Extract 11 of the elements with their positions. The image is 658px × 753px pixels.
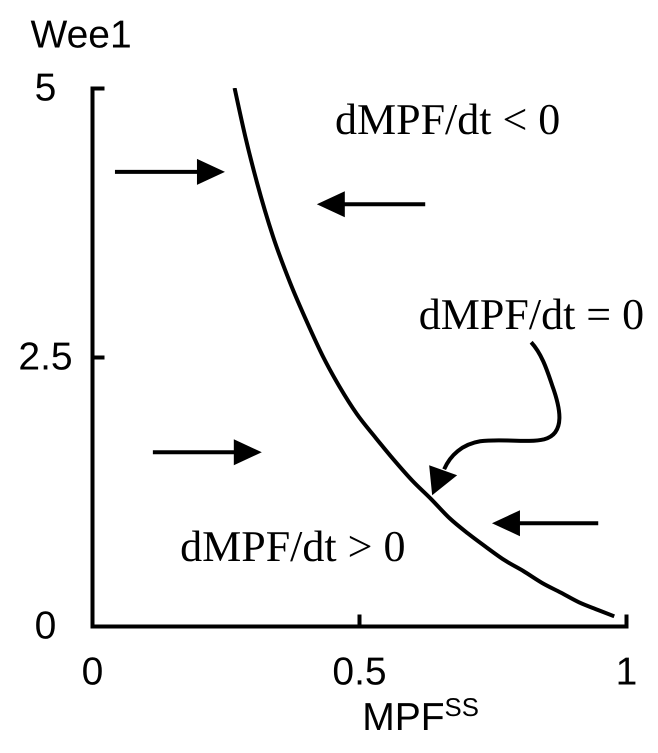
y-tick-label: 5 [34, 66, 56, 110]
y-tick-label: 0 [34, 604, 56, 648]
annotation: dMPF/dt > 0 [180, 522, 406, 571]
x-tick-label: 0.5 [332, 650, 387, 694]
y-tick-label: 2.5 [18, 336, 73, 378]
y-axis-title: Wee1 [30, 14, 132, 56]
x-tick-label: 1 [616, 650, 638, 694]
x-tick-label: 0 [82, 650, 104, 694]
x-axis-title: MPF$^{SS}$ [362, 694, 479, 739]
annotation: dMPF/dt = 0 [418, 290, 644, 340]
annotation: dMPF/dt < 0 [334, 95, 560, 144]
